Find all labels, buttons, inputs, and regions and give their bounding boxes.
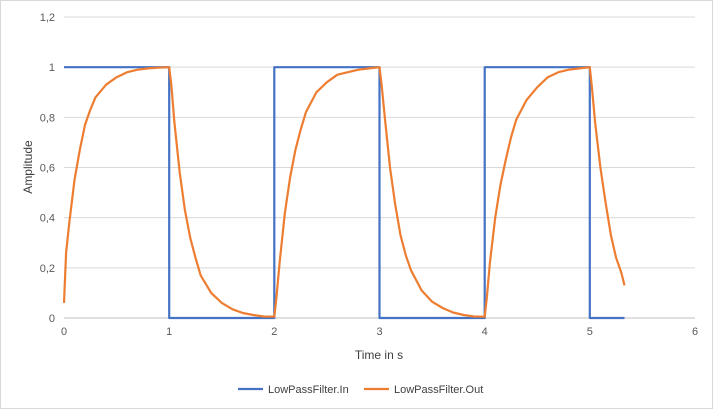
legend-label: LowPassFilter.In [268, 384, 349, 396]
series-line-in [64, 66, 625, 320]
x-tick-label: 5 [587, 326, 593, 338]
y-tick-label: 0,8 [40, 112, 55, 124]
y-tick-label: 0,4 [40, 213, 55, 225]
x-tick-label: 4 [482, 326, 488, 338]
series-line-out [62, 66, 626, 318]
y-tick-label: 0,6 [40, 163, 55, 175]
y-axis-ticks: 0 0,2 0,4 0,6 0,8 1 1,2 [40, 12, 55, 325]
x-tick-label: 3 [376, 326, 382, 338]
y-tick-label: 0,2 [40, 263, 55, 275]
legend: LowPassFilter.In LowPassFilter.Out [238, 384, 483, 396]
series-lines [62, 66, 626, 320]
x-tick-label: 0 [61, 326, 67, 338]
y-axis-title: Amplitude [21, 140, 35, 194]
x-tick-label: 6 [692, 326, 698, 338]
x-tick-label: 2 [271, 326, 277, 338]
y-tick-label: 0 [49, 313, 55, 325]
legend-label: LowPassFilter.Out [394, 384, 483, 396]
x-axis-ticks: 0 1 2 3 4 5 6 [61, 326, 698, 338]
y-tick-label: 1,2 [40, 12, 55, 24]
x-axis-title: Time in s [355, 348, 403, 362]
x-tick-label: 1 [166, 326, 172, 338]
y-tick-label: 1 [49, 62, 55, 74]
